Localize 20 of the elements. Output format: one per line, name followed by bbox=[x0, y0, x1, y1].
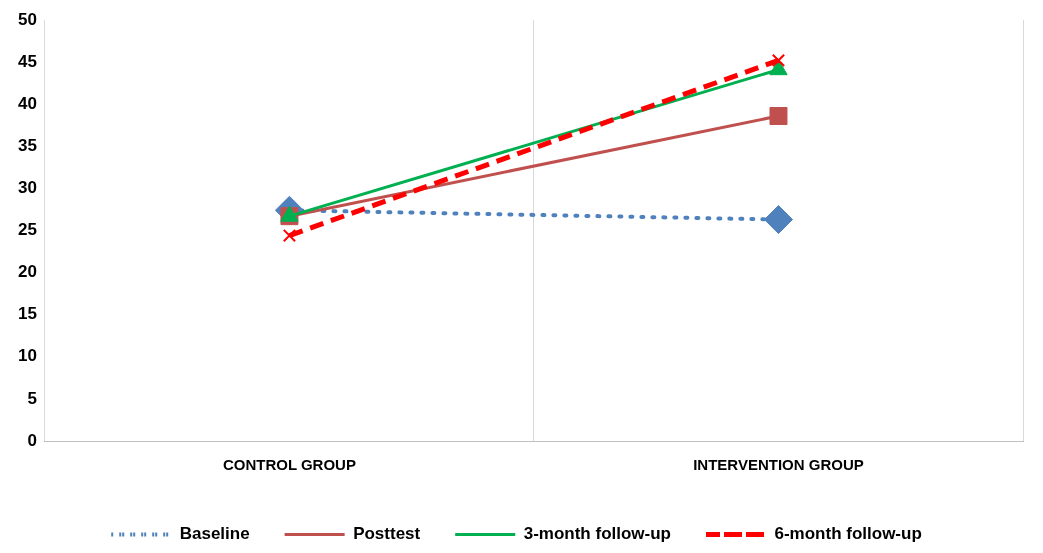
legend-label: Posttest bbox=[353, 524, 421, 544]
y-tick-label: 0 bbox=[27, 430, 37, 450]
y-tick-label: 20 bbox=[17, 262, 37, 282]
y-tick-label: 30 bbox=[17, 178, 37, 198]
point bbox=[282, 228, 297, 243]
x-tick-label: CONTROL GROUP bbox=[222, 456, 356, 474]
y-tick-label: 5 bbox=[27, 388, 37, 408]
legend-label: 6-month follow-up bbox=[774, 524, 922, 544]
point bbox=[763, 205, 793, 235]
point bbox=[769, 107, 788, 125]
y-tick-label: 35 bbox=[17, 135, 37, 155]
y-tick-label: 10 bbox=[17, 346, 37, 366]
y-tick-label: 25 bbox=[17, 220, 37, 240]
y-tick-label: 50 bbox=[17, 9, 37, 29]
y-tick-label: 45 bbox=[17, 51, 37, 71]
y-tick-label: 40 bbox=[17, 93, 37, 113]
x-tick-label: INTERVENTION GROUP bbox=[693, 456, 864, 474]
legend-label: 3-month follow-up bbox=[523, 524, 672, 544]
y-tick-label: 15 bbox=[17, 304, 37, 324]
legend-label: Baseline bbox=[179, 524, 250, 544]
